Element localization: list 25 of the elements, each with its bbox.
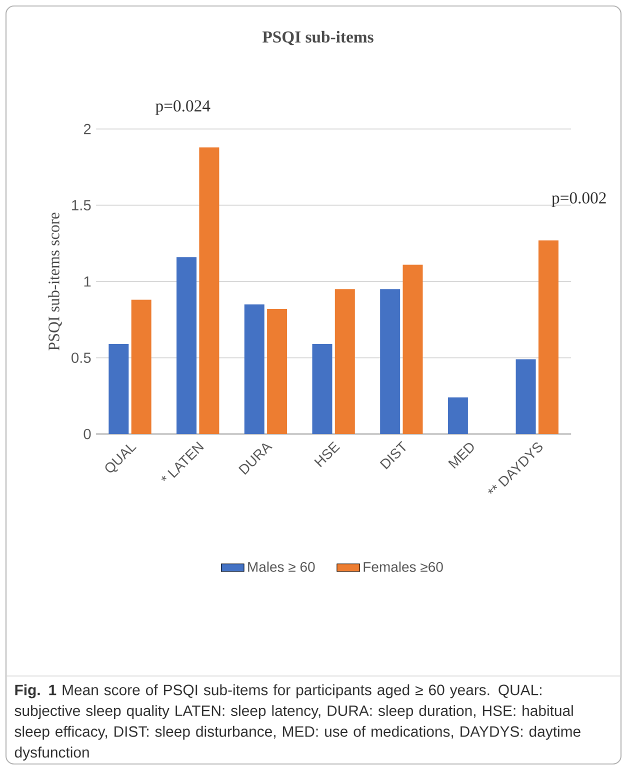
bar <box>199 147 220 434</box>
bar <box>267 308 288 434</box>
bar <box>380 289 400 434</box>
y-axis-title: PSQI sub-items score <box>48 212 62 350</box>
bar <box>402 264 423 434</box>
bar <box>108 344 129 434</box>
y-tick-label: 2 <box>84 124 91 134</box>
annotation: p=0.002 <box>552 192 606 207</box>
legend-label: Females ≥60 <box>364 562 443 572</box>
bar <box>244 304 264 434</box>
bar <box>334 289 355 434</box>
text: Fig. 1 Mean score of PSQI sub-items for participants aged ≥ 60 years. QUAL: subjective sleep quality LATEN: sleep latency, DURA: sleep duration, HSE: habitual sleep efficacy, DIST: sleep disturbance, MED: use of medications, DAYDYS: daytime dysfunction <box>14 684 580 761</box>
y-tick-label: 1.5 <box>72 200 91 210</box>
bar <box>538 240 558 434</box>
y-tick-label: 0.5 <box>72 352 91 363</box>
chart-title: PSQI sub-items <box>262 30 374 46</box>
bar <box>176 257 197 434</box>
bar <box>516 359 536 434</box>
legend-label: Males ≥ 60 <box>248 562 315 572</box>
y-tick-label: 1 <box>84 276 91 287</box>
bar <box>131 300 152 434</box>
y-tick-label: 0 <box>84 428 91 440</box>
bar <box>312 344 332 434</box>
text: p=0.024 <box>156 100 210 115</box>
bar <box>448 397 468 434</box>
